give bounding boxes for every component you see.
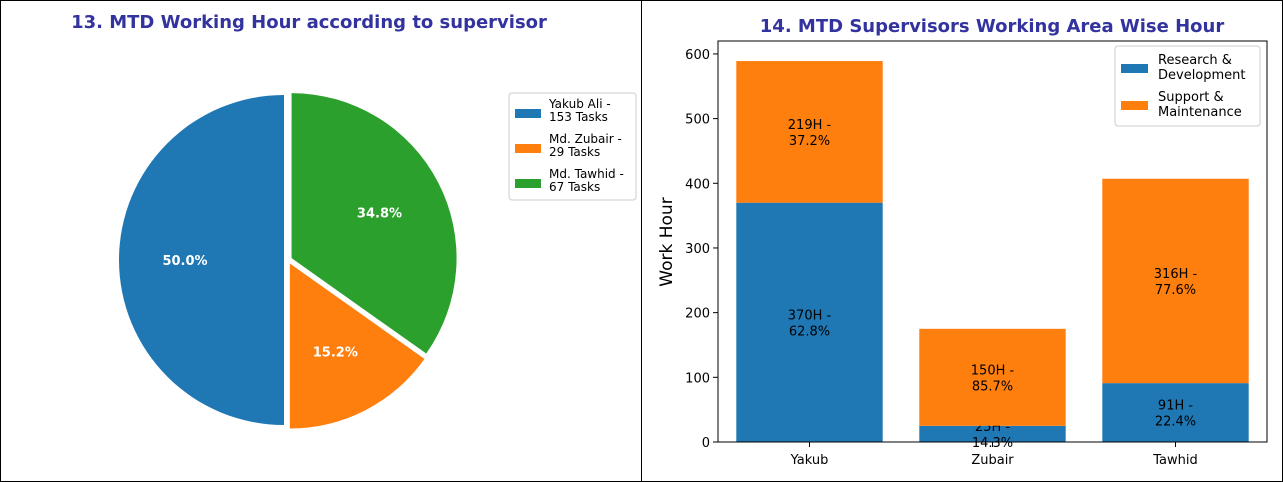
plot-frame (717, 40, 1268, 443)
y-tick-label: 600 (685, 48, 710, 63)
bar-plot-area: 0 100 200 300 400 500 600 370H -62.8% 219H -37.2… (685, 40, 1268, 468)
x-tick-label: Zubair (971, 453, 1014, 468)
y-tick-label: 500 (685, 113, 710, 128)
bar-legend-swatch (1121, 64, 1148, 73)
bar-segment (1102, 383, 1249, 442)
stacked-bar-chart: 14. MTD Supervisors Working Area Wise Ho… (657, 16, 1268, 468)
bar-chart-panel: 14. MTD Supervisors Working Area Wise Ho… (641, 0, 1283, 482)
bar-segment (919, 328, 1066, 426)
pie-legend-box (508, 92, 637, 201)
pie-chart-title: 13. MTD Working Hour according to superv… (71, 12, 547, 33)
bar-chart-title: 14. MTD Supervisors Working Area Wise Ho… (760, 16, 1225, 37)
bar-legend-label: Support & Maintenance (1158, 90, 1242, 120)
pie-slices (119, 93, 457, 429)
y-tick-label: 0 (702, 436, 710, 451)
pie-legend-label: Md. Tawhid -67 Tasks (549, 167, 624, 194)
y-tick-label: 300 (685, 242, 710, 257)
pie-legend-swatch (515, 179, 541, 188)
pie-percentage-labels: 50.0% 15.2% 34.8% (162, 207, 402, 361)
pie-percentage-label: 34.8% (357, 207, 402, 222)
pie-legend-label: Yakub Ali -153 Tasks (548, 97, 611, 124)
y-axis-label: Work Hour (657, 197, 677, 286)
bar-legend-box (1114, 45, 1261, 127)
bar-segment (1102, 178, 1249, 384)
bar-data-label: 91H -22.4% (1155, 399, 1196, 430)
pie-percentage-label: 50.0% (162, 254, 207, 269)
y-tick-label: 100 (685, 371, 710, 386)
bar-legend-swatch (1121, 101, 1148, 110)
bar-data-label: 150H -85.7% (971, 363, 1015, 394)
x-tick-label: Tawhid (1152, 453, 1198, 468)
bar-legend: Research & Development Support & Maintenanc… (1114, 45, 1261, 127)
pie-percentage-label: 15.2% (313, 345, 358, 360)
bar-legend-label: Research & Development (1158, 53, 1246, 83)
pie-slice (289, 263, 425, 429)
bar-data-label: 219H -37.2% (788, 118, 832, 149)
bar-segment (736, 202, 883, 442)
pie-slice (119, 95, 284, 425)
pie-legend: Yakub Ali -153 Tasks Md. Zubair -29 Tasks… (508, 92, 637, 201)
y-tick-label: 400 (685, 177, 710, 192)
pie-chart: 13. MTD Working Hour according to superv… (71, 12, 637, 429)
pie-legend-swatch (515, 109, 541, 118)
pie-chart-panel: 13. MTD Working Hour according to superv… (0, 0, 642, 482)
bar-segment (919, 425, 1066, 442)
pie-legend-label: Md. Zubair -29 Tasks (549, 132, 622, 159)
bar-segment (736, 61, 883, 203)
bar-data-label: 316H -77.6% (1154, 267, 1198, 298)
x-tick-label: Yakub (790, 453, 829, 468)
bar-data-label: 370H -62.8% (788, 308, 832, 339)
y-tick-label: 200 (685, 307, 710, 322)
pie-legend-swatch (515, 144, 541, 153)
pie-slice (291, 93, 457, 354)
